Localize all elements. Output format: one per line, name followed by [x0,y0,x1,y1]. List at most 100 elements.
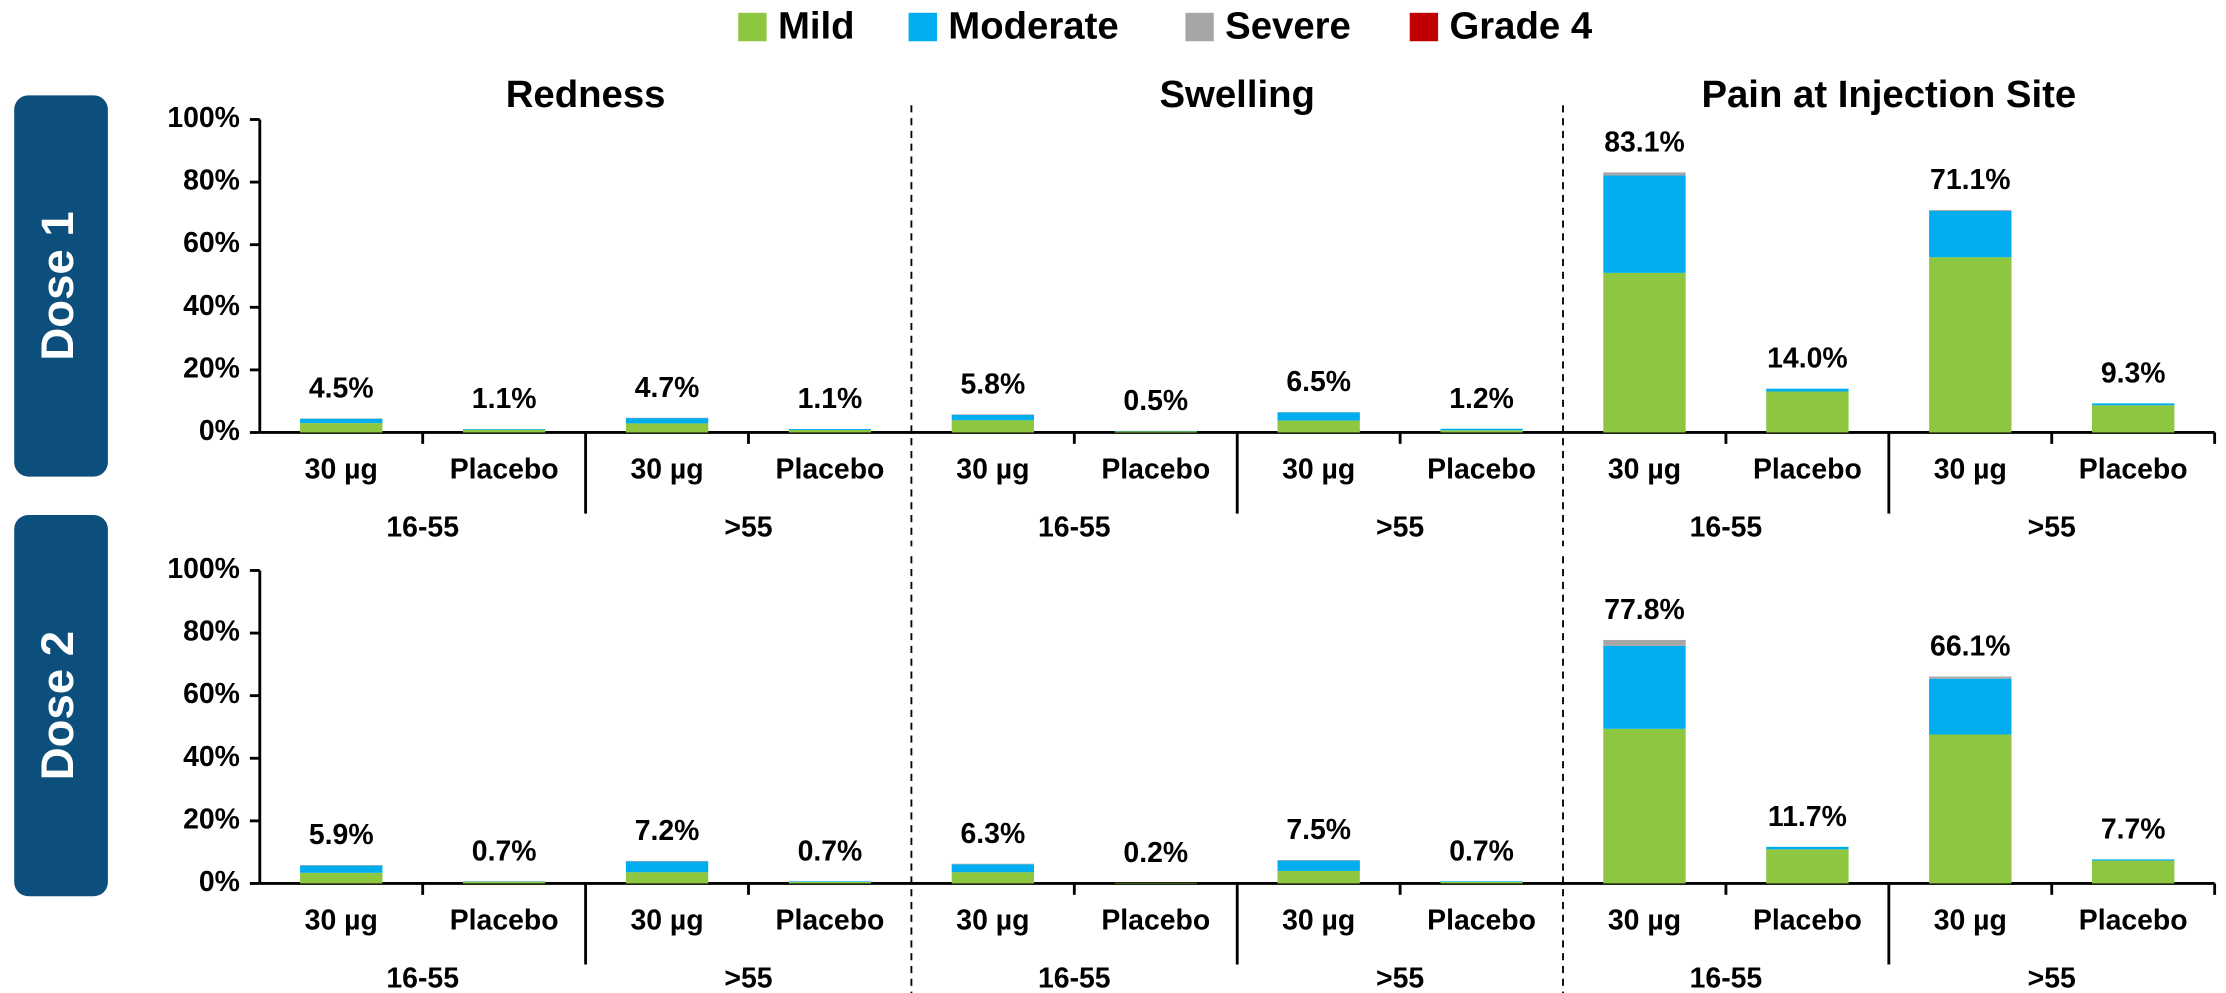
bar [1766,849,1849,884]
value-label: 14.0% [1767,343,1847,375]
x-tick-label: Placebo [1101,904,1210,936]
bar [625,872,709,884]
bar [1277,870,1360,884]
group-label: 16-55 [386,963,459,993]
bar [1766,391,1849,433]
value-label: 77.8% [1604,594,1684,626]
bar [788,881,872,884]
x-tick-label: 30 µg [956,453,1029,485]
legend-swatch [1185,12,1214,42]
legend-swatch [738,12,767,42]
y-tick-label: 0% [199,866,240,898]
y-tick-label: 60% [183,227,240,259]
x-tick-label: Placebo [776,453,885,485]
bar [1277,420,1360,433]
row-title: Dose 2 [32,631,83,780]
row-band [14,95,108,477]
x-tick-label: Placebo [450,904,559,936]
x-tick-label: 30 µg [305,904,378,936]
y-tick-label: 20% [183,803,240,835]
value-label: 1.1% [472,383,537,415]
bar [2092,860,2175,884]
value-label: 11.7% [1768,801,1847,833]
bar [1929,676,2012,679]
x-tick-label: 30 µg [1934,453,2007,485]
bar [300,423,383,433]
value-label: 5.9% [309,819,374,851]
bar [1440,881,1523,884]
group-label: 16-55 [386,512,459,544]
group-label: >55 [1376,512,1424,544]
value-label: 7.2% [635,815,700,847]
bar [1277,860,1360,871]
value-label: 6.5% [1286,366,1351,398]
group-label: 16-55 [1038,963,1111,993]
value-label: 4.5% [309,372,374,404]
y-tick-label: 100% [167,553,240,585]
x-tick-label: 30 µg [630,904,703,936]
value-label: 71.1% [1930,164,2010,196]
value-label: 83.1% [1604,126,1684,158]
x-tick-label: Placebo [1427,453,1536,485]
x-tick-label: 30 µg [1934,904,2007,936]
bar [788,881,872,882]
bar [1277,412,1360,421]
x-tick-label: Placebo [2079,453,2188,485]
bar [1277,859,1360,861]
legend-swatch [1409,12,1439,42]
bar [1114,882,1197,884]
value-label: 66.1% [1930,631,2010,663]
y-tick-label: 100% [167,102,240,134]
panel-title: Pain at Injection Site [1701,73,2076,116]
bar [625,418,709,424]
x-tick-label: 30 µg [1608,453,1681,485]
bar [1114,431,1197,433]
group-label: 16-55 [1690,512,1763,544]
x-tick-label: Placebo [1753,453,1862,485]
x-tick-label: 30 µg [1282,453,1355,485]
y-tick-label: 0% [199,415,240,447]
x-tick-label: 30 µg [630,453,703,485]
bar [300,872,383,884]
bar [300,865,383,873]
legend-label: Mild [778,5,855,48]
bar [1440,428,1523,431]
y-tick-label: 20% [183,352,240,384]
bar [951,863,1035,865]
value-label: 1.2% [1449,383,1514,415]
y-tick-label: 80% [183,616,240,648]
group-label: >55 [2028,963,2076,993]
bar [300,864,383,866]
x-tick-label: 30 µg [956,904,1029,936]
panel-title: Swelling [1160,73,1315,116]
x-tick-label: Placebo [776,904,885,936]
bar [951,420,1035,433]
value-label: 9.3% [2101,357,2166,389]
bar [300,418,383,424]
bar [1929,209,2012,211]
bar [2092,859,2175,861]
legend-swatch [908,12,937,42]
bar [788,429,872,433]
bar [1929,257,2012,433]
x-tick-label: 30 µg [1608,904,1681,936]
y-tick-label: 40% [183,741,240,773]
value-label: 6.3% [961,818,1026,850]
group-label: >55 [1376,963,1424,993]
x-tick-label: Placebo [450,453,559,485]
panel-title: Redness [506,73,666,116]
value-label: 4.7% [635,372,700,404]
row-title: Dose 1 [32,211,83,360]
value-label: 0.5% [1123,385,1188,417]
value-label: 7.7% [2101,813,2166,845]
bar [951,864,1035,873]
legend-label: Grade 4 [1449,5,1592,48]
bar [788,429,872,430]
legend-label: Moderate [948,5,1118,48]
x-tick-label: Placebo [2079,904,2188,936]
value-label: 1.1% [798,383,863,415]
bar [1603,272,1686,433]
x-tick-label: 30 µg [1282,904,1355,936]
bar [2092,405,2175,433]
bar [1603,639,1686,646]
